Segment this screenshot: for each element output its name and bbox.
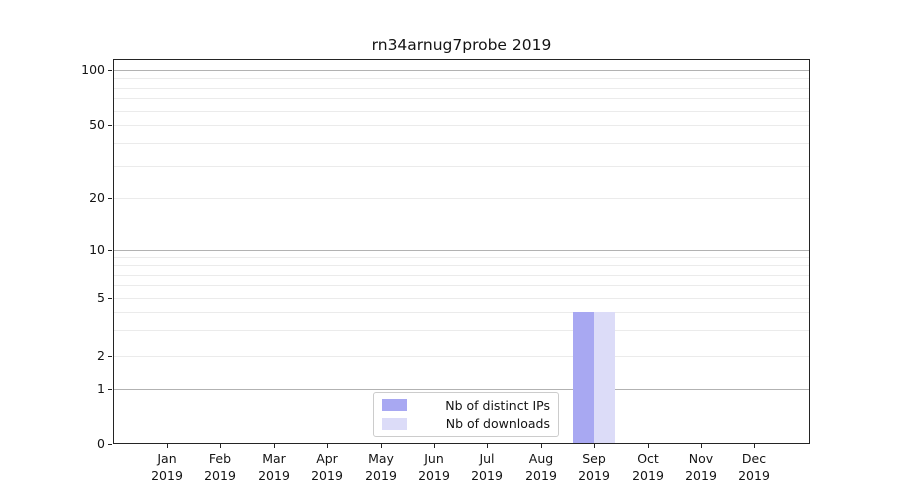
y-axis-tick-label: 10 — [89, 242, 105, 257]
plot-area-border — [113, 59, 810, 444]
x-axis-tick — [594, 444, 595, 448]
gridline-minor — [114, 356, 809, 357]
gridline-minor — [114, 285, 809, 286]
legend-row: Nb of distinct IPs — [382, 398, 550, 413]
year-label: 2019 — [418, 468, 450, 483]
y-axis-tick — [108, 250, 112, 251]
x-axis-tick-label: Aug 2019 — [511, 450, 571, 484]
gridline-minor — [114, 88, 809, 89]
chart-title: rn34arnug7probe 2019 — [371, 36, 552, 54]
gridline-minor — [114, 111, 809, 112]
month-label: Mar — [262, 451, 286, 466]
year-label: 2019 — [258, 468, 290, 483]
x-axis-tick — [327, 444, 328, 448]
gridline-minor — [114, 198, 809, 199]
y-axis-tick-label: 5 — [97, 290, 105, 305]
y-axis-tick-label: 0 — [97, 436, 105, 451]
y-axis-tick — [108, 389, 112, 390]
month-label: Jul — [479, 451, 495, 466]
month-label: Nov — [688, 451, 714, 466]
x-axis-tick — [648, 444, 649, 448]
year-label: 2019 — [471, 468, 503, 483]
year-label: 2019 — [311, 468, 343, 483]
gridline-minor — [114, 275, 809, 276]
y-axis-tick-label: 2 — [97, 348, 105, 363]
y-axis-tick — [108, 356, 112, 357]
month-label: Aug — [528, 451, 554, 466]
y-axis-tick — [108, 198, 112, 199]
y-axis-tick — [108, 125, 112, 126]
year-label: 2019 — [632, 468, 664, 483]
month-label: Sep — [582, 451, 606, 466]
gridline-minor — [114, 125, 809, 126]
x-axis-tick-label: Mar 2019 — [244, 450, 304, 484]
year-label: 2019 — [578, 468, 610, 483]
legend-label: Nb of downloads — [445, 416, 550, 432]
month-label: Oct — [637, 451, 659, 466]
x-axis-tick-label: Dec 2019 — [724, 450, 784, 484]
x-axis-tick — [381, 444, 382, 448]
x-axis-tick — [701, 444, 702, 448]
x-axis-tick-label: Oct 2019 — [618, 450, 678, 484]
y-axis-tick — [108, 70, 112, 71]
x-axis-tick — [167, 444, 168, 448]
month-label: Apr — [316, 451, 338, 466]
month-label: Dec — [741, 451, 767, 466]
year-label: 2019 — [525, 468, 557, 483]
x-axis-tick-label: Nov 2019 — [671, 450, 731, 484]
month-label: Jan — [157, 451, 177, 466]
y-axis-tick — [108, 298, 112, 299]
x-axis-tick-label: Apr 2019 — [297, 450, 357, 484]
month-label: Feb — [208, 451, 232, 466]
x-axis-tick-label: Jan 2019 — [137, 450, 197, 484]
gridline-minor — [114, 257, 809, 258]
year-label: 2019 — [365, 468, 397, 483]
x-axis-tick — [434, 444, 435, 448]
year-label: 2019 — [151, 468, 183, 483]
legend: Nb of distinct IPs Nb of downloads — [373, 392, 559, 437]
gridline-minor — [114, 98, 809, 99]
gridline-minor — [114, 298, 809, 299]
year-label: 2019 — [738, 468, 770, 483]
x-axis-tick-label: Jun 2019 — [404, 450, 464, 484]
gridline-minor — [114, 312, 809, 313]
gridline-minor — [114, 143, 809, 144]
x-axis-tick-label: May 2019 — [351, 450, 411, 484]
x-axis-tick — [541, 444, 542, 448]
gridline-minor — [114, 78, 809, 79]
legend-row: Nb of downloads — [382, 416, 550, 431]
x-axis-tick — [274, 444, 275, 448]
x-axis-tick — [487, 444, 488, 448]
bar-nb-of-downloads — [594, 312, 616, 444]
gridline-major — [114, 70, 809, 71]
y-axis-tick-label: 1 — [97, 381, 105, 396]
y-axis-tick — [108, 444, 112, 445]
gridline-major — [114, 250, 809, 251]
year-label: 2019 — [204, 468, 236, 483]
gridline-minor — [114, 265, 809, 266]
legend-swatch-distinct_ips — [382, 399, 407, 412]
month-label: Jun — [424, 451, 444, 466]
legend-swatch-downloads — [382, 417, 407, 430]
x-axis-tick-label: Sep 2019 — [564, 450, 624, 484]
x-axis-tick — [754, 444, 755, 448]
gridline-minor — [114, 166, 809, 167]
x-axis-tick-label: Jul 2019 — [457, 450, 517, 484]
bar-nb-of-distinct-ips — [572, 312, 595, 444]
gridline-major — [114, 389, 809, 390]
month-label: May — [368, 451, 394, 466]
legend-label: Nb of distinct IPs — [445, 397, 550, 413]
gridline-minor — [114, 330, 809, 331]
y-axis-tick-label: 100 — [81, 62, 105, 77]
y-axis-tick-label: 50 — [89, 117, 105, 132]
x-axis-tick — [220, 444, 221, 448]
x-axis-tick-label: Feb 2019 — [190, 450, 250, 484]
y-axis-tick-label: 20 — [89, 190, 105, 205]
year-label: 2019 — [685, 468, 717, 483]
